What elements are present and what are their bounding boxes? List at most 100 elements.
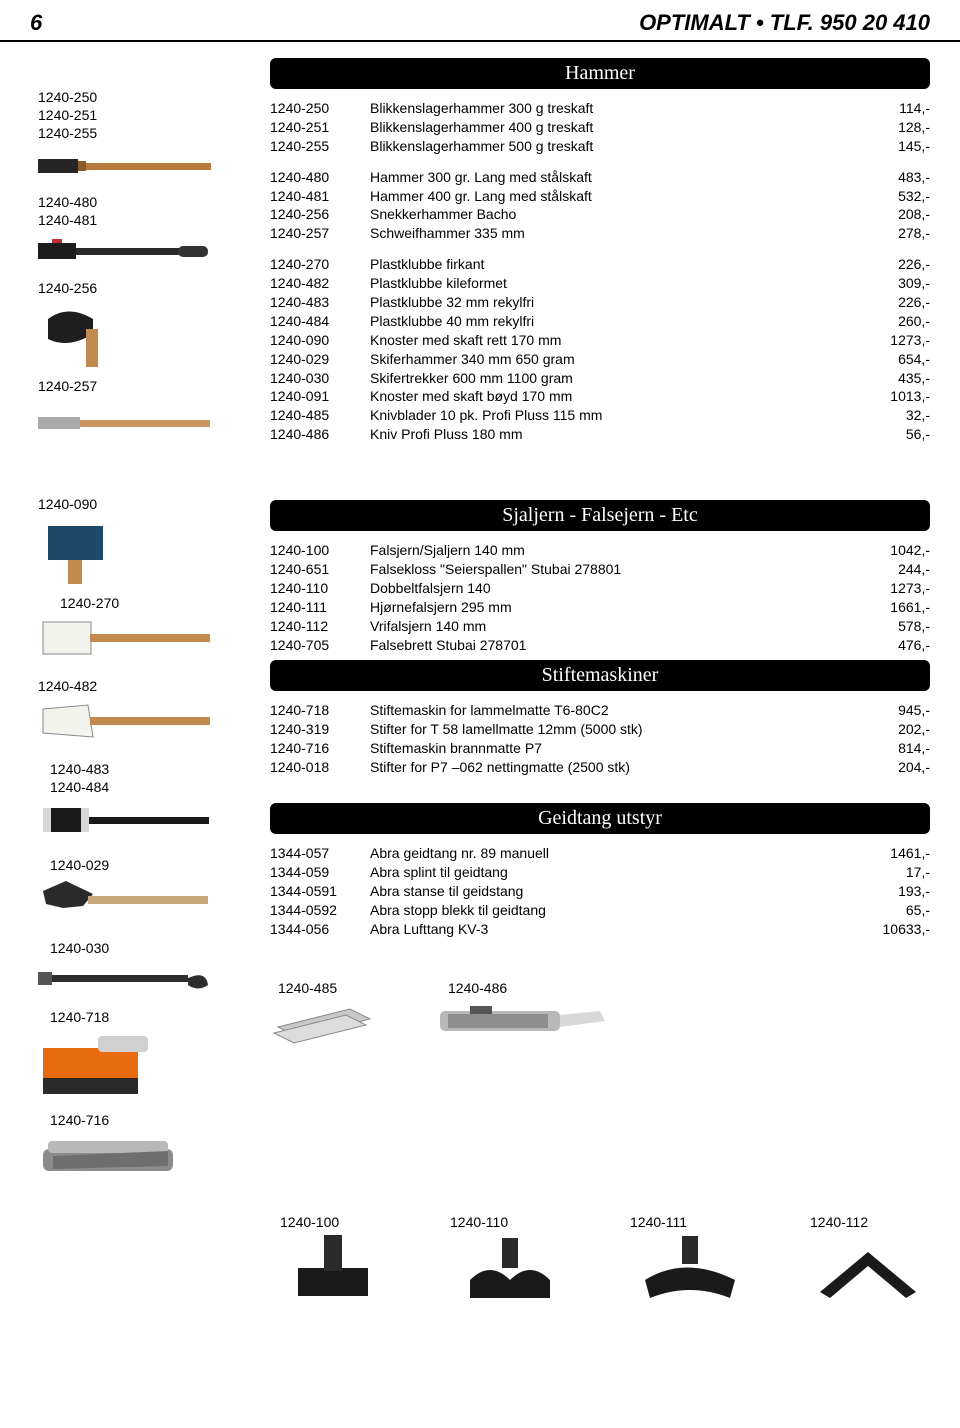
section-title-geidtang: Geidtang utstyr xyxy=(270,803,930,834)
section-title-stiftemaskiner: Stiftemaskiner xyxy=(270,660,930,691)
desc: Hjørnefalsjern 295 mm xyxy=(370,598,850,617)
desc: Knoster med skaft rett 170 mm xyxy=(370,331,850,350)
schweif-icon xyxy=(38,397,218,447)
label: 1240-485 xyxy=(270,979,380,997)
label: 1240-256 xyxy=(30,279,260,297)
product-row: 1240-482Plastklubbe kileformet309,- xyxy=(270,274,930,293)
kniv-item: 1240-486 xyxy=(440,979,610,1042)
desc: Plastklubbe firkant xyxy=(370,255,850,274)
code: 1240-651 xyxy=(270,560,370,579)
right-column: Hammer 1240-250Blikkenslagerhammer 300 g… xyxy=(260,52,930,1194)
product-row: 1240-112Vrifalsjern 140 mm578,- xyxy=(270,617,930,636)
price: 1273,- xyxy=(850,331,930,350)
falsjern-icon xyxy=(280,1230,390,1305)
desc: Dobbeltfalsjern 140 xyxy=(370,579,850,598)
knoster-icon xyxy=(38,516,168,586)
price: 435,- xyxy=(850,369,930,388)
hjornefalsjern-icon xyxy=(630,1230,750,1305)
code: 1240-251 xyxy=(270,118,370,137)
price: 17,- xyxy=(850,863,930,882)
desc: Falsebrett Stubai 278701 xyxy=(370,636,850,655)
price: 32,- xyxy=(850,406,930,425)
product-row: 1240-111Hjørnefalsjern 295 mm1661,- xyxy=(270,598,930,617)
code: 1240-018 xyxy=(270,758,370,777)
catalog-page: 6 OPTIMALT • TLF. 950 20 410 1240-250 12… xyxy=(0,0,960,1325)
price: 309,- xyxy=(850,274,930,293)
price: 226,- xyxy=(850,293,930,312)
price: 204,- xyxy=(850,758,930,777)
geidtang-group: 1344-057Abra geidtang nr. 89 manuell1461… xyxy=(270,844,930,938)
product-row: 1240-716Stiftemaskin brannmatte P7814,- xyxy=(270,739,930,758)
desc: Knivblader 10 pk. Profi Pluss 115 mm xyxy=(370,406,850,425)
sjaljern-group: 1240-100Falsjern/Sjaljern 140 mm1042,- 1… xyxy=(270,541,930,654)
label: 1240-110 xyxy=(450,1214,570,1230)
product-row: 1240-029Skiferhammer 340 mm 650 gram654,… xyxy=(270,350,930,369)
label: 1240-111 xyxy=(630,1214,750,1230)
code: 1344-057 xyxy=(270,844,370,863)
product-row: 1240-090Knoster med skaft rett 170 mm127… xyxy=(270,331,930,350)
code: 1240-716 xyxy=(270,739,370,758)
product-row: 1240-251Blikkenslagerhammer 400 g treska… xyxy=(270,118,930,137)
vrifalsjern-icon xyxy=(810,1230,930,1305)
code: 1240-029 xyxy=(270,350,370,369)
label: 1240-029 xyxy=(30,856,260,874)
product-row: 1240-110Dobbeltfalsjern 1401273,- xyxy=(270,579,930,598)
price: 10633,- xyxy=(850,920,930,939)
product-row: 1240-718Stiftemaskin for lammelmatte T6-… xyxy=(270,701,930,720)
product-row: 1344-0592Abra stopp blekk til geidtang65… xyxy=(270,901,930,920)
desc: Stifter for P7 –062 nettingmatte (2500 s… xyxy=(370,758,850,777)
desc: Falsekloss "Seierspallen" Stubai 278801 xyxy=(370,560,850,579)
knife-blades-icon xyxy=(270,997,380,1047)
product-row: 1240-481Hammer 400 gr. Lang med stålskaf… xyxy=(270,187,930,206)
desc: Stiftemaskin brannmatte P7 xyxy=(370,739,850,758)
desc: Hammer 400 gr. Lang med stålskaft xyxy=(370,187,850,206)
desc: Plastklubbe kileformet xyxy=(370,274,850,293)
plastklubbe-rekylfri-icon xyxy=(38,798,218,848)
code: 1240-481 xyxy=(270,187,370,206)
desc: Plastklubbe 32 mm rekylfri xyxy=(370,293,850,312)
price: 814,- xyxy=(850,739,930,758)
label: 1240-251 xyxy=(30,106,260,124)
tool-blikk-hammer: 1240-250 1240-251 1240-255 xyxy=(30,88,260,185)
desc: Kniv Profi Pluss 180 mm xyxy=(370,425,850,444)
bottom-tools-row: 1240-100 1240-110 1240-111 1240-112 xyxy=(0,1214,960,1325)
label: 1240-112 xyxy=(810,1214,930,1230)
product-row: 1240-255Blikkenslagerhammer 500 g treska… xyxy=(270,137,930,156)
label: 1240-255 xyxy=(30,124,260,142)
code: 1240-250 xyxy=(270,99,370,118)
code: 1240-100 xyxy=(270,541,370,560)
code: 1240-480 xyxy=(270,168,370,187)
main-content: 1240-250 1240-251 1240-255 1240-480 1240… xyxy=(0,42,960,1214)
code: 1240-110 xyxy=(270,579,370,598)
price: 1461,- xyxy=(850,844,930,863)
desc: Vrifalsjern 140 mm xyxy=(370,617,850,636)
code: 1240-112 xyxy=(270,617,370,636)
code: 1240-485 xyxy=(270,406,370,425)
price: 128,- xyxy=(850,118,930,137)
product-row: 1240-319Stifter for T 58 lamellmatte 12m… xyxy=(270,720,930,739)
desc: Abra splint til geidtang xyxy=(370,863,850,882)
product-row: 1344-0591Abra stanse til geidstang193,- xyxy=(270,882,930,901)
desc: Blikkenslagerhammer 500 g treskaft xyxy=(370,137,850,156)
product-row: 1240-100Falsjern/Sjaljern 140 mm1042,- xyxy=(270,541,930,560)
utility-knife-icon xyxy=(440,997,610,1042)
knife-row: 1240-485 1240-486 xyxy=(270,979,930,1047)
code: 1240-030 xyxy=(270,369,370,388)
label: 1240-270 xyxy=(30,594,260,612)
tool-plastklubbe-kile: 1240-482 xyxy=(30,677,260,752)
header-title: OPTIMALT • TLF. 950 20 410 xyxy=(639,10,930,36)
price: 260,- xyxy=(850,312,930,331)
code: 1240-705 xyxy=(270,636,370,655)
code: 1344-0592 xyxy=(270,901,370,920)
price: 1273,- xyxy=(850,579,930,598)
falsjern-100: 1240-100 xyxy=(280,1214,390,1305)
desc: Falsjern/Sjaljern 140 mm xyxy=(370,541,850,560)
price: 145,- xyxy=(850,137,930,156)
price: 1661,- xyxy=(850,598,930,617)
label: 1240-718 xyxy=(30,1008,260,1026)
price: 193,- xyxy=(850,882,930,901)
code: 1344-0591 xyxy=(270,882,370,901)
product-row: 1240-030Skifertrekker 600 mm 1100 gram43… xyxy=(270,369,930,388)
tool-stiftemaskin-t6: 1240-718 xyxy=(30,1008,260,1103)
hammer-group-3: 1240-270Plastklubbe firkant226,- 1240-48… xyxy=(270,255,930,444)
